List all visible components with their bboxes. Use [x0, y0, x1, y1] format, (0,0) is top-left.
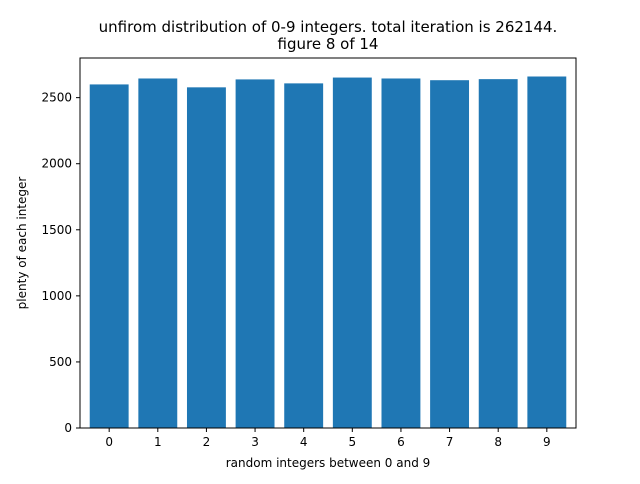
x-tick-label: 2 [203, 435, 211, 449]
y-axis-ticks: 0 500 1000 1500 2000 2500 [41, 91, 80, 435]
bars-group [89, 76, 567, 429]
y-axis-label: plenty of each integer [15, 177, 29, 310]
x-axis-ticks: 0 1 2 3 4 5 6 7 8 9 [105, 428, 551, 449]
x-tick-label: 6 [397, 435, 405, 449]
x-axis-label: random integers between 0 and 9 [226, 456, 431, 470]
x-tick-label: 4 [300, 435, 308, 449]
x-tick-label: 7 [446, 435, 454, 449]
y-tick-label: 2500 [41, 91, 72, 105]
x-tick-label: 3 [251, 435, 259, 449]
y-tick-label: 1500 [41, 223, 72, 237]
bar-2 [186, 87, 226, 428]
x-tick-label: 5 [348, 435, 356, 449]
plot-frame [79, 57, 577, 429]
bar-6 [381, 78, 421, 428]
y-tick-label: 2000 [41, 157, 72, 171]
bar-9 [527, 76, 567, 428]
y-tick-label: 500 [49, 355, 72, 369]
x-tick-label: 8 [494, 435, 502, 449]
chart-title: unfirom distribution of 0-9 integers. to… [99, 18, 558, 36]
bar-5 [332, 77, 372, 429]
bar-7 [430, 80, 470, 428]
bar-0 [89, 84, 129, 428]
y-tick-label: 1000 [41, 289, 72, 303]
bar-3 [235, 79, 275, 429]
chart-subtitle: figure 8 of 14 [278, 35, 379, 53]
y-tick-label: 0 [64, 421, 72, 435]
bar-4 [284, 83, 324, 428]
x-tick-label: 1 [154, 435, 162, 449]
x-tick-label: 0 [105, 435, 113, 449]
x-tick-label: 9 [543, 435, 551, 449]
bar-8 [478, 79, 518, 429]
bar-1 [138, 78, 178, 428]
